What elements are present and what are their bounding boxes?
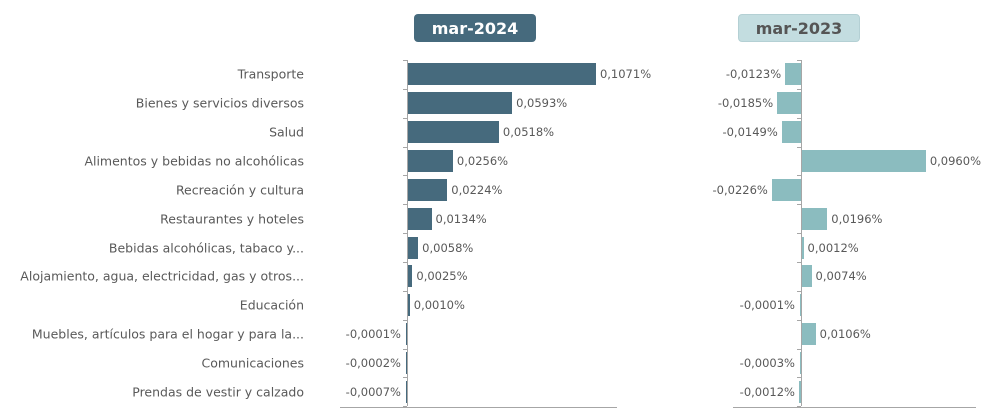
data-bar	[777, 92, 801, 115]
data-bar	[799, 351, 801, 374]
axis-tick	[797, 60, 801, 61]
axis-tick	[797, 204, 801, 206]
axis-tick	[403, 60, 407, 61]
data-bar	[802, 323, 816, 346]
data-bar	[802, 207, 828, 230]
axis-tick	[797, 406, 801, 408]
data-label: 0,0256%	[456, 153, 509, 168]
axis-tick	[403, 319, 407, 321]
category-label: Transporte	[237, 66, 304, 82]
data-bar	[408, 236, 419, 259]
category-axis	[801, 60, 802, 407]
data-bar	[408, 294, 410, 317]
axis-tick	[797, 117, 801, 119]
axis-tick	[403, 146, 407, 148]
data-label: 0,0960%	[929, 153, 981, 168]
data-label: -0,0002%	[345, 355, 401, 370]
axis-tick	[797, 377, 801, 379]
data-label: 0,0134%	[435, 211, 487, 226]
data-bar	[405, 323, 407, 346]
category-label: Bebidas alcohólicas, tabaco y...	[108, 240, 304, 256]
data-bar	[405, 351, 407, 374]
category-label: Restaurantes y hoteles	[160, 211, 304, 227]
data-bar	[781, 121, 801, 144]
data-label: 0,0058%	[422, 240, 474, 255]
data-label: 0,0012%	[807, 240, 859, 255]
axis-tick	[403, 261, 407, 263]
data-label: -0,0007%	[345, 384, 401, 399]
category-label: Bienes y servicios diversos	[135, 95, 304, 111]
data-label: 0,0518%	[502, 125, 555, 140]
data-label: -0,0123%	[725, 67, 782, 82]
data-bar	[802, 149, 926, 172]
data-bar	[408, 265, 413, 288]
axis-tick	[797, 88, 801, 90]
data-bar	[799, 294, 801, 317]
axis-tick	[797, 261, 801, 263]
axis-tick	[403, 117, 407, 119]
data-bar	[405, 380, 407, 403]
data-label: 0,0224%	[451, 182, 503, 197]
data-bar	[799, 380, 801, 403]
data-label: -0,0012%	[739, 384, 795, 399]
axis-tick	[403, 377, 407, 379]
axis-tick	[403, 233, 407, 235]
category-label: Alojamiento, agua, electricidad, gas y o…	[20, 268, 304, 284]
data-bar	[802, 236, 804, 259]
axis-tick	[403, 290, 407, 292]
data-label: -0,0226%	[712, 182, 768, 197]
data-label: 0,0025%	[416, 269, 468, 284]
data-label: 0,0593%	[516, 96, 568, 111]
axis-tick	[403, 406, 407, 408]
category-label: Recreación y cultura	[175, 182, 304, 198]
axis-tick	[797, 175, 801, 177]
axis-tick	[797, 290, 801, 292]
data-label: -0,0149%	[722, 125, 778, 140]
data-label: -0,0003%	[739, 355, 795, 370]
data-label: -0,0185%	[717, 96, 774, 111]
axis-tick	[403, 204, 407, 206]
data-label: 0,1071%	[599, 67, 652, 82]
data-bar	[771, 178, 801, 201]
period-badge-mar-2024: mar-2024	[414, 14, 536, 42]
data-bar	[408, 63, 596, 86]
data-label: -0,0001%	[345, 327, 401, 342]
data-label: -0,0001%	[739, 298, 795, 313]
axis-tick	[403, 175, 407, 177]
data-bar	[408, 207, 432, 230]
data-bar	[408, 121, 499, 144]
category-axis	[407, 60, 408, 407]
data-label: 0,0010%	[413, 298, 465, 313]
data-bar	[785, 63, 801, 86]
category-label: Muebles, artículos para el hogar y para …	[31, 326, 304, 342]
period-badge-mar-2023: mar-2023	[738, 14, 860, 42]
axis-tick	[797, 233, 801, 235]
axis-tick	[797, 348, 801, 350]
data-label: 0,0106%	[819, 327, 871, 342]
category-label: Alimentos y bebidas no alcohólicas	[84, 153, 304, 169]
data-bar	[408, 149, 453, 172]
category-label: Salud	[269, 124, 304, 140]
data-bar	[802, 265, 812, 288]
axis-tick	[797, 319, 801, 321]
data-label: 0,0074%	[815, 269, 867, 284]
data-label: 0,0196%	[831, 211, 883, 226]
category-label: Prendas de vestir y calzado	[132, 384, 304, 400]
axis-tick	[797, 146, 801, 148]
category-label: Comunicaciones	[201, 355, 304, 371]
data-bar	[408, 178, 448, 201]
category-label: Educación	[239, 297, 304, 313]
axis-tick	[403, 348, 407, 350]
data-bar	[408, 92, 513, 115]
axis-tick	[403, 88, 407, 90]
